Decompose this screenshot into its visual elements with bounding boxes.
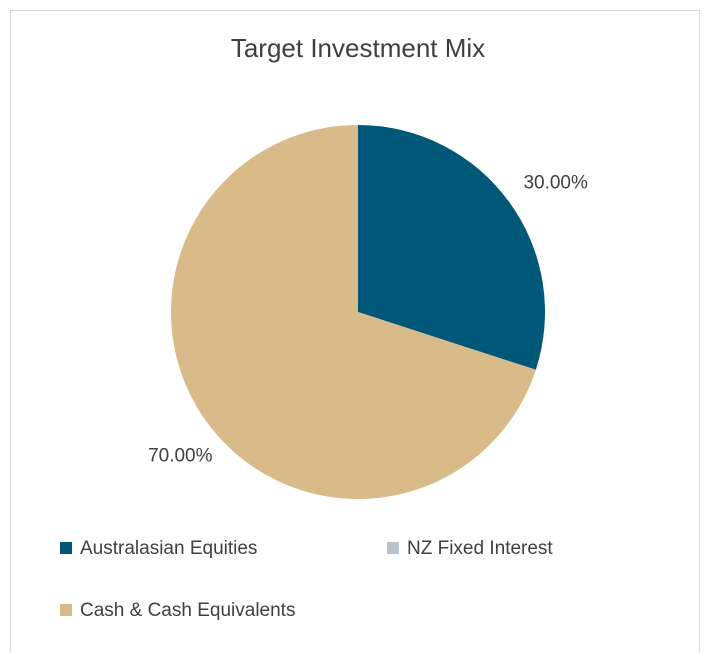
legend-swatch (60, 604, 72, 616)
pie-slice (358, 125, 546, 370)
legend-swatch (60, 542, 72, 554)
data-label: 30.00% (523, 173, 588, 194)
legend-label: Cash & Cash Equivalents (80, 600, 295, 621)
legend-label: NZ Fixed Interest (407, 538, 553, 559)
pie-slice (171, 125, 536, 500)
data-label: 70.00% (148, 445, 213, 466)
legend-label: Australasian Equities (80, 538, 257, 559)
legend-swatch (387, 542, 399, 554)
chart-title: Target Investment Mix (231, 33, 485, 63)
